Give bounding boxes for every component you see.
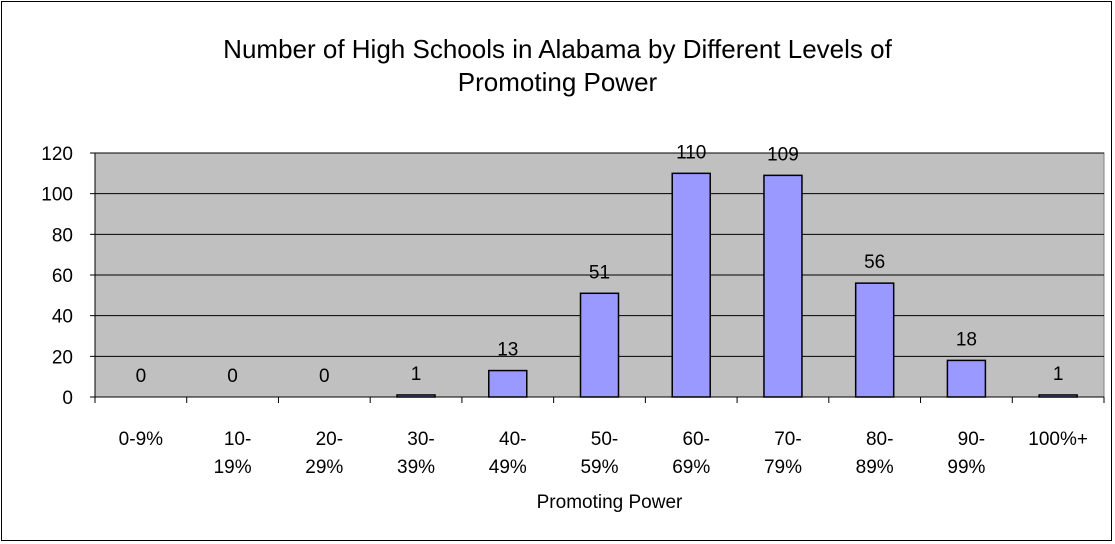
data-label: 1 [1053, 364, 1064, 385]
data-label: 109 [767, 144, 799, 165]
x-axis-title: Promoting Power [537, 492, 683, 513]
bar [579, 292, 620, 398]
x-category-label: 10- [224, 429, 251, 450]
data-label: 56 [864, 252, 885, 273]
bar [671, 172, 711, 398]
y-tick-label: 60 [52, 266, 73, 287]
x-category-label: 50- [591, 429, 618, 450]
data-label: 0 [319, 366, 330, 387]
bar [1038, 394, 1078, 398]
x-category-label: 59% [580, 457, 618, 478]
data-label: 110 [676, 142, 706, 163]
y-tick-label: 100 [41, 185, 73, 206]
x-category-label: 70- [774, 429, 801, 450]
data-label: 0 [136, 366, 147, 387]
bar [854, 282, 895, 398]
data-label: 18 [956, 329, 977, 350]
bar [763, 174, 803, 398]
x-category-label: 19% [214, 457, 252, 478]
x-category-label: 69% [672, 457, 710, 478]
x-category-label: 0-9% [119, 429, 163, 450]
bar [946, 359, 987, 398]
bar [488, 369, 528, 398]
data-label: 0 [227, 366, 238, 387]
x-category-label: 20- [316, 429, 343, 450]
y-tick-label: 0 [62, 388, 73, 409]
data-label: 51 [589, 262, 610, 283]
x-category-label: 90- [958, 429, 985, 450]
data-label: 13 [497, 340, 518, 361]
x-category-label: 100%+ [1028, 429, 1088, 450]
y-tick-label: 20 [52, 347, 73, 368]
x-category-label: 40- [499, 429, 526, 450]
y-tick-label: 40 [52, 307, 73, 328]
y-tick-label: 80 [52, 225, 73, 246]
chart-title-line-2: Promoting Power [457, 67, 658, 97]
x-category-label: 29% [305, 457, 343, 478]
x-category-label: 60- [682, 429, 709, 450]
x-category-label: 80- [866, 429, 893, 450]
x-category-label: 49% [489, 457, 527, 478]
x-category-label: 39% [397, 457, 435, 478]
x-category-label: 30- [407, 429, 434, 450]
x-category-label: 79% [764, 457, 802, 478]
y-tick-label: 120 [41, 144, 73, 165]
chart-title-line-1: Number of High Schools in Alabama by Dif… [223, 34, 892, 64]
x-category-label: 99% [947, 457, 985, 478]
x-category-label: 89% [856, 457, 894, 478]
bar [396, 394, 436, 398]
data-label: 1 [411, 364, 422, 385]
